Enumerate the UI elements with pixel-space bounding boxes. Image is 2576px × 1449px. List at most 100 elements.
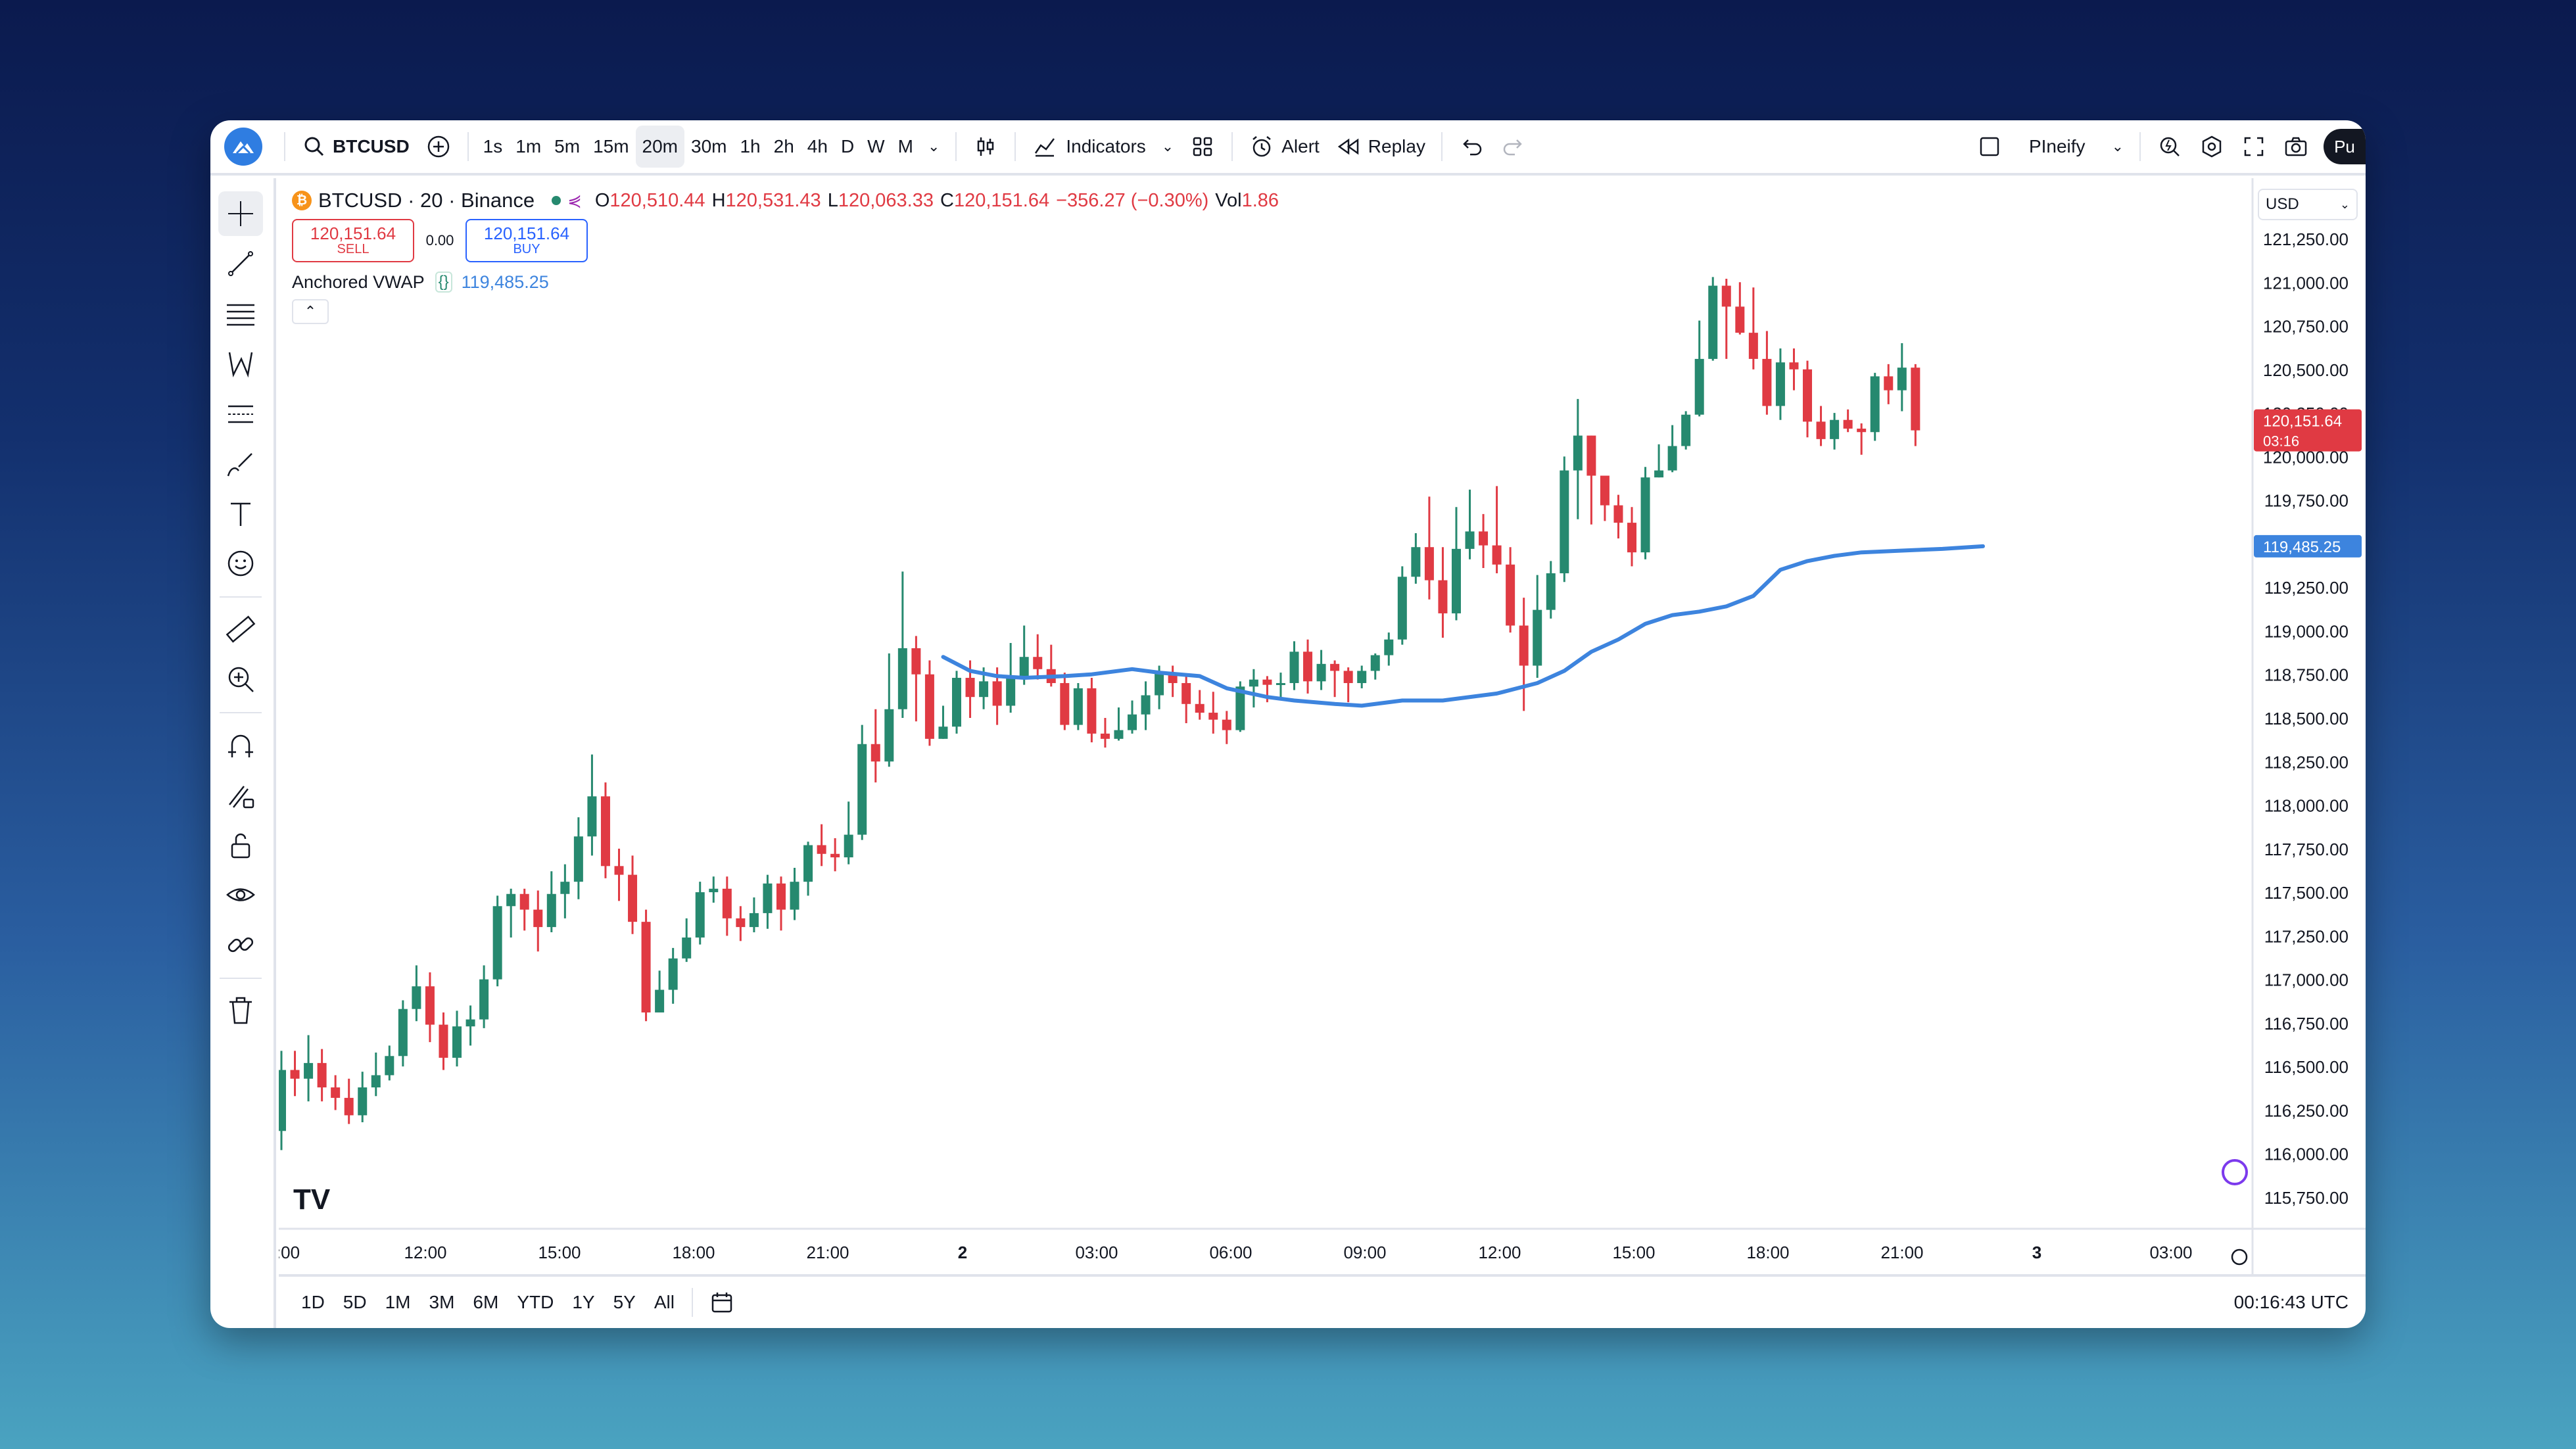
candle-body[interactable] <box>1006 676 1016 706</box>
candle-body[interactable] <box>979 681 989 698</box>
indicators-button[interactable]: Indicators <box>1024 126 1153 168</box>
sync-drawings-tool[interactable] <box>218 922 263 967</box>
candle-body[interactable] <box>884 709 894 762</box>
candle-body[interactable] <box>857 744 867 835</box>
candle-body[interactable] <box>1114 730 1124 739</box>
candle-body[interactable] <box>776 883 786 910</box>
magnet-tool[interactable] <box>218 723 263 767</box>
candle-body[interactable] <box>1573 435 1583 471</box>
range-1m-button[interactable]: 1M <box>385 1292 411 1312</box>
candle-body[interactable] <box>1803 369 1813 422</box>
candle-body[interactable] <box>573 836 583 882</box>
go-to-date-button[interactable] <box>701 1281 743 1323</box>
settings-button[interactable] <box>2191 126 2233 168</box>
vwap-price-tag[interactable] <box>2254 534 2362 558</box>
text-tool[interactable] <box>218 491 263 536</box>
interval-1s-button[interactable]: 1s <box>483 136 503 156</box>
candle-body[interactable] <box>1262 679 1272 685</box>
candle-body[interactable] <box>1830 419 1840 439</box>
candle-body[interactable] <box>1397 577 1407 640</box>
candle-body[interactable] <box>952 678 961 727</box>
candle-body[interactable] <box>668 958 678 990</box>
range-1y-button[interactable]: 1Y <box>572 1292 595 1312</box>
range-5d-button[interactable]: 5D <box>343 1292 367 1312</box>
candle-body[interactable] <box>1073 688 1083 725</box>
candle-body[interactable] <box>614 866 624 875</box>
zoom-tool[interactable] <box>218 657 263 701</box>
candle-body[interactable] <box>1694 358 1704 415</box>
candle-body[interactable] <box>398 1009 408 1057</box>
chart-type-button[interactable] <box>965 126 1007 168</box>
candle-body[interactable] <box>1586 435 1596 476</box>
candle-body[interactable] <box>465 1019 475 1027</box>
interval-5m-button[interactable]: 5m <box>554 136 581 156</box>
candle-body[interactable] <box>1870 376 1880 433</box>
candle-body[interactable] <box>682 938 692 959</box>
candle-body[interactable] <box>1330 663 1340 671</box>
source-code-icon[interactable]: {} <box>435 272 452 293</box>
candle-body[interactable] <box>1775 362 1785 406</box>
candle-body[interactable] <box>655 989 665 1013</box>
tradingview-logo-icon[interactable]: TV <box>293 1183 331 1216</box>
interval-m-button[interactable]: M <box>897 136 913 156</box>
candle-body[interactable] <box>1357 671 1367 683</box>
candle-body[interactable] <box>344 1097 354 1116</box>
candle-body[interactable] <box>1897 368 1907 391</box>
lightning-badge-icon[interactable] <box>2222 1159 2248 1185</box>
candle-body[interactable] <box>1276 682 1285 685</box>
indicator-legend-row[interactable]: Anchored VWAP {} 119,485.25 <box>292 272 1279 293</box>
candle-body[interactable] <box>492 906 502 980</box>
emoji-tool[interactable] <box>218 541 263 586</box>
candle-body[interactable] <box>1222 719 1231 730</box>
candle-body[interactable] <box>317 1062 327 1087</box>
candle-body[interactable] <box>1019 657 1029 677</box>
candle-body[interactable] <box>1141 695 1151 715</box>
candle-body[interactable] <box>506 893 516 907</box>
prediction-tool[interactable] <box>218 391 263 436</box>
candle-body[interactable] <box>1060 682 1070 725</box>
candle-body[interactable] <box>452 1026 462 1058</box>
candle-body[interactable] <box>1546 573 1556 610</box>
candle-body[interactable] <box>425 986 435 1025</box>
candle-body[interactable] <box>1303 652 1313 682</box>
indicators-more-button[interactable]: ⌄ <box>1154 126 1181 168</box>
interval-1h-button[interactable]: 1h <box>740 136 761 156</box>
candle-body[interactable] <box>304 1062 314 1079</box>
keep-drawing-tool[interactable] <box>218 772 263 817</box>
candle-body[interactable] <box>331 1087 341 1098</box>
crosshair-tool[interactable] <box>218 191 263 236</box>
interval-30m-button[interactable]: 30m <box>691 136 727 156</box>
candle-body[interactable] <box>1506 564 1515 626</box>
share-icon[interactable]: ⋞ <box>567 190 582 210</box>
interval-d-button[interactable]: D <box>840 136 855 156</box>
collapse-legend-button[interactable]: ⌃ <box>292 299 329 324</box>
redo-button[interactable] <box>1492 126 1535 168</box>
horizontal-lines-tool[interactable] <box>218 291 263 336</box>
range-6m-button[interactable]: 6M <box>473 1292 499 1312</box>
candle-body[interactable] <box>1748 333 1758 359</box>
trend-line-tool[interactable] <box>218 241 263 286</box>
candle-body[interactable] <box>519 893 529 910</box>
candle-body[interactable] <box>385 1056 394 1076</box>
candle-body[interactable] <box>1735 306 1745 333</box>
chart-pane[interactable]: 121,250.00 121,000.00 120,750.00 120,500.00… <box>279 178 2366 1328</box>
price-chart[interactable]: 121,250.00 121,000.00 120,750.00 120,500.00… <box>279 178 2366 1274</box>
candle-body[interactable] <box>763 883 773 913</box>
candle-body[interactable] <box>1181 682 1191 704</box>
candle-body[interactable] <box>1627 523 1636 553</box>
candle-body[interactable] <box>1884 376 1894 391</box>
candle-body[interactable] <box>817 845 826 854</box>
range-all-button[interactable]: All <box>654 1292 675 1312</box>
currency-selector[interactable]: USD ⌄ <box>2258 189 2358 220</box>
candle-body[interactable] <box>830 853 840 858</box>
candle-body[interactable] <box>1343 671 1353 683</box>
candle-body[interactable] <box>628 874 638 922</box>
replay-button[interactable]: Replay <box>1327 126 1433 168</box>
candle-body[interactable] <box>992 681 1002 706</box>
candle-body[interactable] <box>1762 358 1772 406</box>
candle-body[interactable] <box>439 1024 448 1058</box>
candle-body[interactable] <box>1479 531 1489 546</box>
candle-body[interactable] <box>695 892 705 938</box>
hide-drawings-tool[interactable] <box>218 872 263 917</box>
market-open-status-icon[interactable] <box>552 196 561 205</box>
